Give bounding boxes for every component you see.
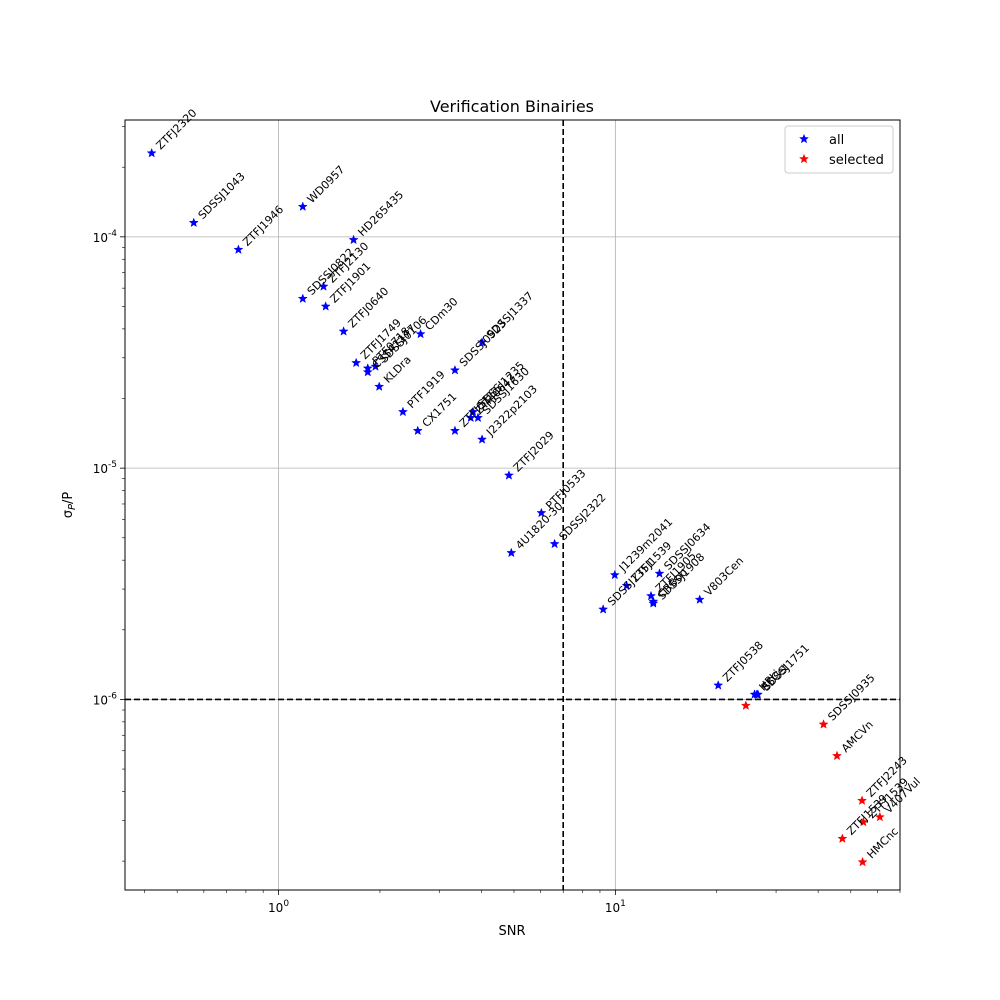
data-point-all (654, 568, 665, 578)
data-point-all (188, 217, 199, 228)
data-point-all (621, 580, 632, 591)
plot-frame (124, 119, 901, 891)
data-point-all (297, 293, 308, 304)
data-point-all (370, 361, 381, 371)
data-point-all (752, 689, 763, 699)
data-point-all (415, 328, 426, 339)
point-label: SDSSJ1043 (196, 170, 248, 222)
data-point-all (503, 470, 514, 480)
data-point-all (713, 680, 724, 690)
threshold-lines (125, 120, 900, 890)
legend-marker-all (798, 133, 810, 144)
point-label: WD0957 (305, 163, 348, 206)
data-point-all (468, 406, 479, 417)
data-point-all (648, 598, 659, 608)
data-point-selected (837, 833, 848, 843)
data-point-all (233, 244, 244, 254)
data-point-all (338, 326, 349, 336)
data-point-selected (818, 719, 829, 729)
chart-title: Verification Binairies (430, 97, 594, 116)
data-point-all (477, 336, 488, 347)
data-point-all (374, 381, 385, 391)
data-point-selected (858, 816, 869, 827)
legend-box (784, 125, 894, 174)
legend-marker-selected (798, 153, 810, 164)
data-point-all (472, 412, 484, 423)
data-point-selected (857, 856, 868, 867)
data-point-all (506, 547, 517, 558)
data-point-all (351, 357, 362, 368)
y-tick-label: 10-4 (93, 229, 118, 245)
point-label: ZTFJ0538 (720, 639, 766, 685)
data-point-all (449, 364, 461, 375)
data-point-all (477, 434, 488, 444)
point-label: AMCVn (839, 718, 876, 755)
point-label: CDm30 (422, 295, 460, 333)
data-point-all (348, 234, 359, 245)
point-label: 4U1820-30 (513, 500, 565, 552)
y-tick-label: 10-5 (93, 460, 117, 476)
data-point-all (412, 425, 423, 436)
legend-label-selected: selected (829, 153, 884, 168)
data-point-selected (740, 700, 751, 710)
data-point-all (320, 301, 331, 311)
point-label: ZTFJ2029 (511, 429, 557, 475)
data-point-all (694, 594, 705, 604)
y-tick-label: 10-6 (93, 691, 118, 707)
data-point-all (645, 590, 657, 601)
legend-label-all: all (829, 133, 844, 148)
data-point-all (362, 366, 373, 377)
x-tick-label: 101 (605, 899, 626, 915)
data-point-all (146, 147, 157, 158)
data-point-all (609, 569, 620, 580)
data-point-all (536, 507, 547, 518)
data-point-selected (874, 811, 885, 822)
data-point-all (318, 281, 329, 291)
axis-ticks: 100 101 10-6 10-5 10-4 (93, 126, 901, 915)
point-label: ZTFJ2320 (154, 106, 200, 152)
point-label: ZTFJ1539 (844, 792, 890, 838)
x-tick-label: 100 (268, 899, 289, 915)
data-point-all (549, 538, 560, 549)
point-label: SDSSJ1751 (760, 642, 812, 694)
data-point-selected (856, 795, 868, 805)
point-label: SDSSJ1337 (484, 289, 536, 341)
point-label: SDSSJ0935 (825, 671, 877, 723)
point-label: HD265435 (356, 188, 407, 239)
grid-layer (125, 120, 900, 890)
y-axis-title: σP/P (61, 492, 78, 519)
point-label: ZTFJ1946 (240, 203, 286, 249)
x-axis-title: SNR (498, 924, 525, 939)
data-point-all (449, 425, 461, 436)
point-label: HMCnc (865, 825, 901, 861)
data-point-selected (831, 750, 843, 761)
data-point-all (397, 406, 408, 417)
point-label: ZTFJ0640 (346, 285, 392, 331)
data-point-all (297, 201, 308, 211)
data-point-all (598, 604, 609, 614)
point-label: V803Cen (702, 554, 747, 599)
legend: all selected (784, 125, 894, 174)
data-points (146, 147, 885, 867)
